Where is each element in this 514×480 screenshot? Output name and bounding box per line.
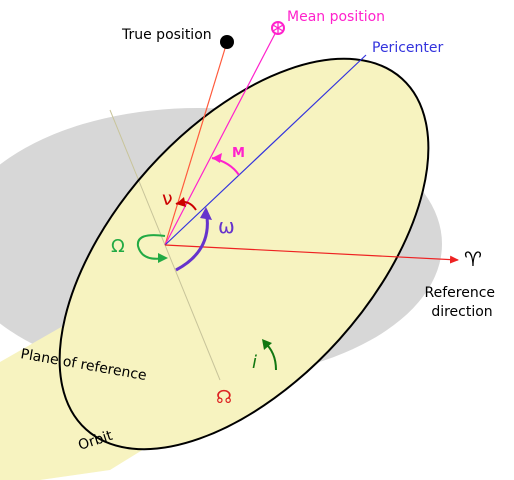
true-position-line [164,41,228,246]
true-anomaly-label: ν [162,188,173,210]
reference-direction-label: Reference direction [425,285,500,320]
reference-direction-line [164,244,459,264]
true-anomaly-arrowhead [176,197,186,207]
pericenter-label: Pericenter [372,40,443,56]
omega-label: ω [218,214,235,238]
ascending-node-symbol: ☊ [216,387,232,408]
mean-position-line [164,27,279,246]
inclination-label: i [252,352,257,373]
reference-symbol: ♈ [464,247,482,271]
inclination-arrowhead [262,339,272,350]
node-longitude-label: Ω [111,236,125,257]
true-position-marker [220,35,234,49]
mean-position-marker-hatch [272,22,284,34]
reference-direction-line2: direction [431,304,492,320]
omega-arrowhead [200,207,212,220]
mean-anomaly-label: M [232,146,245,161]
mean-position-label: Mean position [287,9,385,25]
orbit-lower-portion [0,262,220,480]
node-longitude-arrowhead [158,253,168,263]
orbit-outline [58,57,430,451]
pericenter-line [164,54,367,246]
mean-anomaly-arrowhead [212,153,222,163]
reference-direction-line1: Reference [425,285,496,301]
node-longitude-arc [136,234,166,260]
true-position-label: True position [121,27,212,43]
